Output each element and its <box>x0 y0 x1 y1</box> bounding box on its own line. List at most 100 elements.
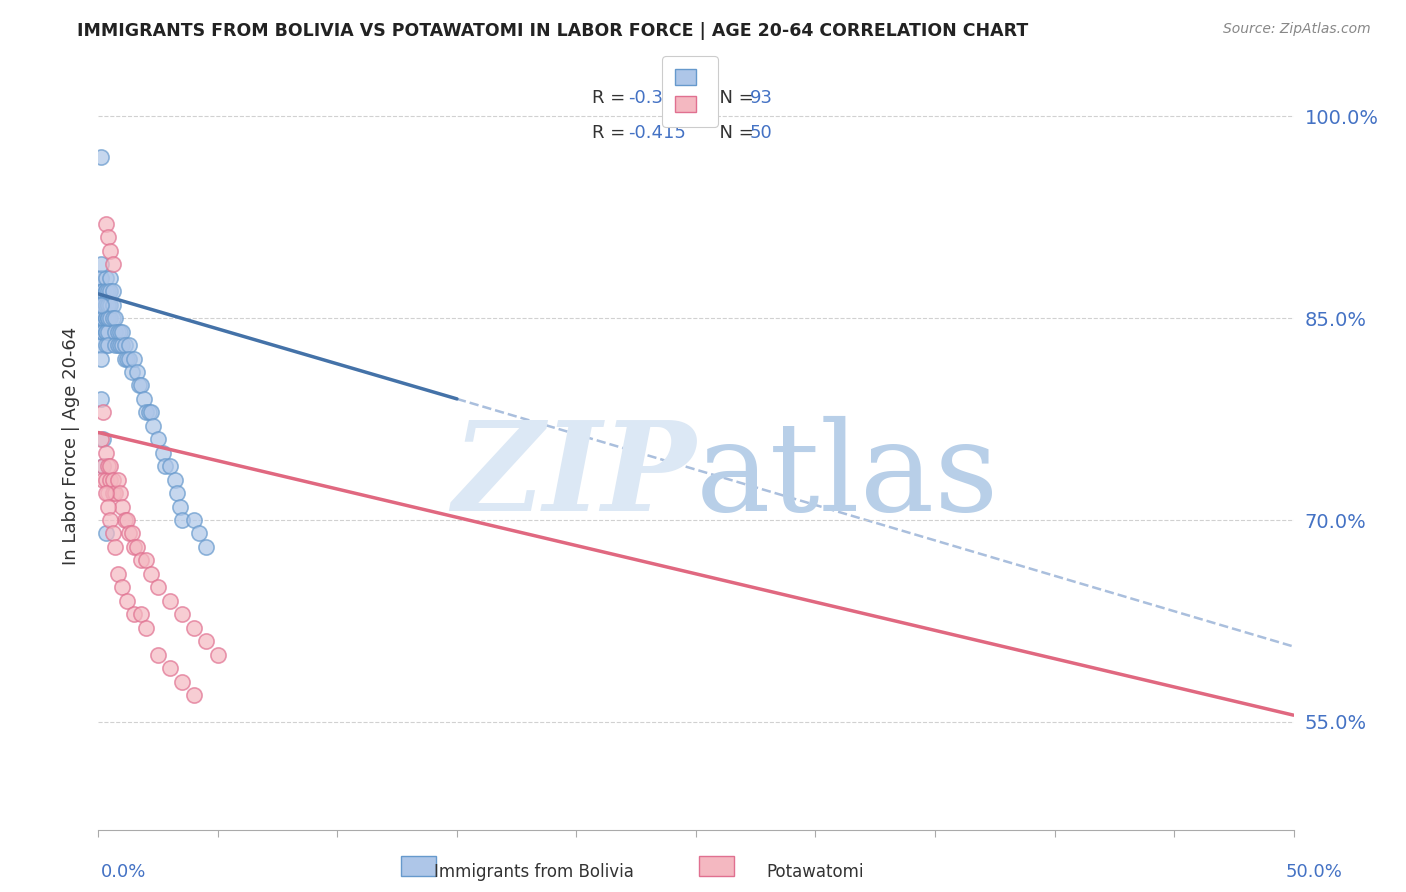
Point <box>90 392 112 406</box>
Point <box>101 257 124 271</box>
Point <box>94 446 117 460</box>
Point <box>94 325 117 339</box>
Point <box>207 648 229 662</box>
Point <box>124 607 146 622</box>
Text: -0.415: -0.415 <box>628 124 686 142</box>
Point <box>91 325 114 339</box>
Point <box>90 351 112 366</box>
Point <box>97 298 120 312</box>
Point <box>90 298 112 312</box>
Point <box>163 473 186 487</box>
Point <box>91 459 114 474</box>
Point <box>159 661 181 675</box>
Point <box>111 500 134 514</box>
Text: ZIP: ZIP <box>453 416 696 538</box>
Point <box>98 459 122 474</box>
Point <box>98 270 122 285</box>
Point <box>139 566 162 581</box>
Text: Potawatomi: Potawatomi <box>766 863 865 881</box>
Point <box>90 257 112 271</box>
Point <box>90 311 112 326</box>
Point <box>91 473 114 487</box>
Point <box>94 270 117 285</box>
Point <box>135 553 157 567</box>
Point <box>94 473 117 487</box>
Point <box>101 526 124 541</box>
Point <box>91 311 114 326</box>
Point <box>142 418 165 433</box>
Text: 50: 50 <box>749 124 772 142</box>
Point <box>118 338 141 352</box>
Point <box>195 540 218 554</box>
Point <box>97 284 120 298</box>
Point <box>91 298 114 312</box>
Point <box>97 311 120 326</box>
Text: N =: N = <box>709 124 759 142</box>
Point <box>169 500 191 514</box>
Point <box>94 284 117 298</box>
Point <box>107 473 129 487</box>
Point <box>125 540 148 554</box>
Point <box>101 486 124 500</box>
Text: Immigrants from Bolivia: Immigrants from Bolivia <box>434 863 634 881</box>
Point <box>98 513 122 527</box>
Point <box>139 405 162 419</box>
Point <box>90 150 112 164</box>
Point <box>94 486 117 500</box>
Text: R =: R = <box>592 124 631 142</box>
Point <box>94 526 117 541</box>
Point <box>104 486 127 500</box>
Point <box>91 284 114 298</box>
FancyBboxPatch shape <box>699 856 734 876</box>
Point <box>91 298 114 312</box>
Point <box>91 325 114 339</box>
Point <box>131 553 153 567</box>
Point <box>101 311 124 326</box>
Point <box>94 284 117 298</box>
Point <box>91 459 114 474</box>
Text: 50.0%: 50.0% <box>1286 863 1343 881</box>
Point <box>90 338 112 352</box>
Point <box>101 284 124 298</box>
Text: R =: R = <box>592 89 631 107</box>
Point <box>94 298 117 312</box>
Point <box>121 365 143 379</box>
Point <box>187 526 209 541</box>
Point <box>115 351 138 366</box>
Point <box>97 459 120 474</box>
Point <box>166 486 188 500</box>
Point <box>107 338 129 352</box>
Text: IMMIGRANTS FROM BOLIVIA VS POTAWATOMI IN LABOR FORCE | AGE 20-64 CORRELATION CHA: IMMIGRANTS FROM BOLIVIA VS POTAWATOMI IN… <box>77 22 1029 40</box>
Text: 0.0%: 0.0% <box>101 863 146 881</box>
Point <box>94 311 117 326</box>
Point <box>94 338 117 352</box>
Point <box>97 325 120 339</box>
Point <box>104 338 127 352</box>
Text: Source: ZipAtlas.com: Source: ZipAtlas.com <box>1223 22 1371 37</box>
Y-axis label: In Labor Force | Age 20-64: In Labor Force | Age 20-64 <box>62 326 80 566</box>
Point <box>172 607 194 622</box>
Point <box>107 325 129 339</box>
Point <box>90 284 112 298</box>
Point <box>131 378 153 392</box>
Point <box>91 311 114 326</box>
Point <box>148 648 170 662</box>
Point <box>94 311 117 326</box>
Point <box>91 298 114 312</box>
Point <box>172 674 194 689</box>
Point <box>91 311 114 326</box>
Point <box>91 432 114 446</box>
Point <box>97 486 120 500</box>
Text: -0.302: -0.302 <box>628 89 686 107</box>
Point <box>91 405 114 419</box>
Point <box>97 338 120 352</box>
Point <box>90 298 112 312</box>
Point <box>108 338 131 352</box>
Point <box>97 311 120 326</box>
FancyBboxPatch shape <box>401 856 436 876</box>
Point <box>104 325 127 339</box>
Point <box>121 526 143 541</box>
Point <box>115 513 138 527</box>
Point <box>111 325 134 339</box>
Point <box>97 230 120 244</box>
